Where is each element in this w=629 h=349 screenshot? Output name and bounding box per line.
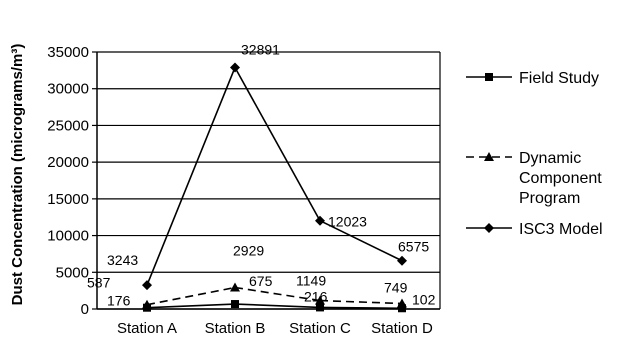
data-point (142, 299, 152, 309)
data-label: 102 (412, 291, 436, 307)
series-line-segment (234, 303, 321, 309)
data-label: 675 (249, 273, 273, 289)
legend-label: Field Study (519, 70, 599, 87)
data-label: 12023 (328, 214, 367, 230)
legend-marker (484, 152, 494, 161)
y-tick-label: 35000 (47, 44, 89, 61)
x-tick-label: Station A (117, 320, 177, 337)
x-tick-label: Station C (289, 320, 351, 337)
series-line-segment (146, 67, 236, 286)
legend-marker (484, 223, 494, 233)
data-point (230, 282, 240, 292)
data-point (315, 295, 325, 305)
series-line-segment (234, 286, 321, 302)
series-line-segment (319, 306, 403, 310)
y-tick-label: 30000 (47, 81, 89, 98)
y-tick-label: 0 (81, 301, 89, 318)
legend-label: Component (519, 170, 602, 187)
data-label: 176 (107, 293, 131, 309)
legend-label: ISC3 Model (519, 221, 603, 238)
series-line-segment (319, 299, 403, 305)
series-line-segment (319, 219, 403, 262)
data-label: 749 (384, 280, 408, 296)
series-line-segment (146, 303, 236, 309)
data-point (397, 298, 407, 308)
y-tick-label: 5000 (56, 264, 89, 281)
y-tick-label: 20000 (47, 154, 89, 171)
data-label: 6575 (398, 239, 429, 255)
legend-label: Dynamic (519, 150, 581, 167)
series-line-segment (146, 286, 236, 306)
legend-marker (485, 73, 493, 81)
data-point (142, 280, 152, 291)
y-tick-label: 15000 (47, 191, 89, 208)
data-label: 2929 (233, 242, 264, 258)
data-point (398, 304, 406, 313)
data-label: 32891 (241, 41, 280, 57)
data-point (315, 215, 325, 226)
data-label: 216 (304, 288, 328, 304)
x-tick-label: Station D (371, 320, 433, 337)
data-label: 3243 (107, 252, 138, 268)
y-axis-label: Dust Concentration (micrograms/m³) (9, 44, 26, 306)
x-tick-label: Station B (205, 320, 266, 337)
data-point (397, 255, 407, 266)
y-tick-label: 25000 (47, 117, 89, 134)
data-point (230, 62, 240, 73)
series-line-segment (234, 67, 321, 222)
y-tick-label: 10000 (47, 228, 89, 245)
legend-label: Program (519, 190, 580, 207)
data-label: 587 (87, 275, 111, 291)
data-point (231, 300, 239, 309)
data-label: 1149 (296, 273, 326, 289)
data-point (316, 303, 324, 312)
